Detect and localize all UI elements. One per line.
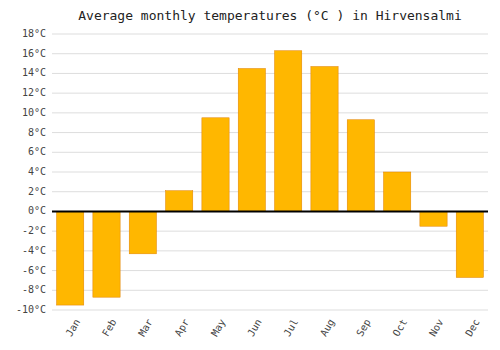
chart-container: Average monthly temperatures (°C ) in Hi… [0,0,500,350]
grid-line [52,34,488,35]
bar [456,211,483,277]
x-tick-label: Jun [245,317,264,338]
chart-title: Average monthly temperatures (°C ) in Hi… [78,8,462,23]
y-tick-label: 8°C [28,127,46,138]
grid-line [52,191,488,192]
bar [420,211,447,226]
grid-line [52,132,488,133]
y-tick-label: 16°C [22,48,46,59]
y-tick-label: 0°C [28,205,46,216]
y-tick-label: 18°C [22,28,46,39]
x-tick-label: Jan [64,317,83,338]
x-tick-label: Oct [391,317,410,338]
x-tick-label: Jul [282,317,301,338]
grid-line [52,310,488,311]
y-tick-label: 14°C [22,67,46,78]
y-tick-label: -6°C [22,265,46,276]
zero-line [52,210,488,212]
bar [238,69,265,212]
grid-line [52,152,488,153]
x-tick-label: Aug [318,317,337,338]
grid-line [52,73,488,74]
grid-line [52,112,488,113]
bar [57,211,84,305]
y-grid [52,34,488,310]
y-tick-label: 4°C [28,166,46,177]
y-tick-label: 6°C [28,146,46,157]
grid-line [52,93,488,94]
y-tick-label: -4°C [22,245,46,256]
x-tick-label: Sep [354,317,373,338]
y-tick-label: 10°C [22,107,46,118]
x-tick-label: Mar [136,317,155,338]
y-tick-label: -2°C [22,225,46,236]
bar [384,172,411,211]
y-tick-labels: -10°C -8°C -6°C -4°C -2°C 0°C 2°C 4°C 6°C 8°C 10°C… [16,28,46,315]
bar [93,211,120,297]
bar [275,51,302,212]
x-tick-label: Apr [173,317,192,338]
grid-line [52,172,488,173]
x-tick-label: May [209,317,228,338]
x-tick-label: Feb [100,317,119,338]
y-tick-label: -10°C [16,304,46,315]
bar [202,118,229,212]
y-tick-label: 2°C [28,186,46,197]
x-tick-label: Dec [463,317,482,338]
bar [129,211,156,253]
bar [166,191,193,212]
x-tick-label: Nov [427,317,446,338]
grid-line [52,211,488,212]
bar [311,67,338,212]
bars [57,51,484,305]
grid-line [52,53,488,54]
bar [347,120,374,212]
y-tick-label: 12°C [22,87,46,98]
y-tick-label: -8°C [22,284,46,295]
chart-svg: Average monthly temperatures (°C ) in Hi… [0,0,500,350]
x-tick-labels: Jan Feb Mar Apr May Jun Jul Aug Sep Oct Nov Dec [64,317,482,338]
